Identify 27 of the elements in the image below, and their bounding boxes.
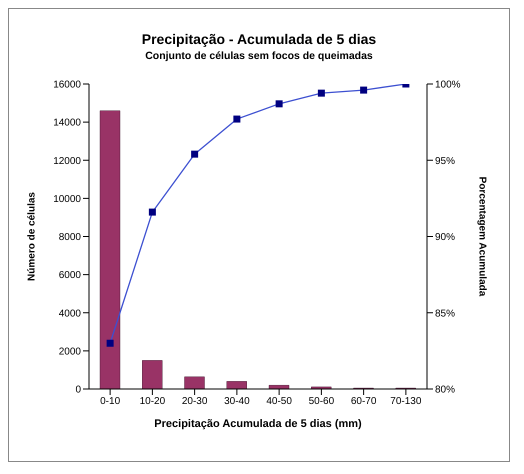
y-tick-label: 4000 bbox=[58, 308, 82, 320]
y2-axis-title: Porcentagem Acumulada bbox=[476, 176, 488, 297]
x-tick-label: 70-130 bbox=[390, 396, 422, 408]
y-axis-title: Número de células bbox=[26, 192, 38, 281]
y-tick-label: 12000 bbox=[53, 156, 82, 167]
y-tick-label: 10000 bbox=[53, 194, 82, 205]
y2-tick-label: 95% bbox=[435, 156, 456, 167]
x-tick-label: 20-30 bbox=[182, 396, 208, 408]
x-tick-label: 40-50 bbox=[266, 396, 292, 408]
y2-tick-label: 85% bbox=[435, 308, 456, 320]
x-tick-label: 10-20 bbox=[140, 396, 166, 408]
y2-tick-label: 100% bbox=[435, 80, 461, 91]
y-tick-label: 6000 bbox=[58, 270, 82, 282]
x-tick-label: 30-40 bbox=[224, 396, 250, 408]
y-tick-label: 0 bbox=[75, 384, 82, 396]
y-tick-label: 14000 bbox=[53, 118, 82, 129]
x-axis-title: Precipitação Acumulada de 5 dias (mm) bbox=[154, 418, 362, 430]
y-tick-label: 16000 bbox=[53, 80, 82, 91]
x-tick-label: 50-60 bbox=[308, 396, 335, 408]
chart-title: Precipitação - Acumulada de 5 dias bbox=[140, 31, 378, 47]
chart-subtitle: Conjunto de células sem focos de queimadas bbox=[144, 50, 374, 62]
y-tick-label: 2000 bbox=[58, 346, 82, 358]
x-tick-label: 60-70 bbox=[350, 396, 377, 408]
y2-tick-label: 90% bbox=[435, 232, 456, 244]
x-tick-label: 0-10 bbox=[100, 396, 121, 408]
y2-tick-label: 80% bbox=[435, 384, 456, 396]
y-tick-label: 8000 bbox=[58, 232, 82, 244]
